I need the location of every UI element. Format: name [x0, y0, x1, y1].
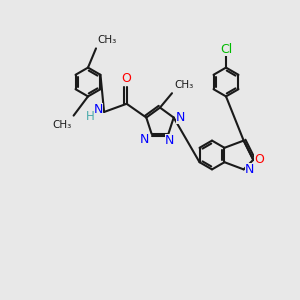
Text: CH₃: CH₃: [174, 80, 193, 90]
Text: N: N: [140, 133, 149, 146]
Text: H: H: [86, 110, 94, 124]
Text: O: O: [122, 73, 132, 85]
Text: N: N: [245, 163, 254, 176]
Text: O: O: [254, 153, 264, 166]
Text: N: N: [93, 103, 103, 116]
Text: N: N: [165, 134, 174, 147]
Text: CH₃: CH₃: [52, 120, 72, 130]
Text: N: N: [176, 111, 185, 124]
Text: Cl: Cl: [220, 43, 232, 56]
Text: CH₃: CH₃: [97, 35, 116, 45]
